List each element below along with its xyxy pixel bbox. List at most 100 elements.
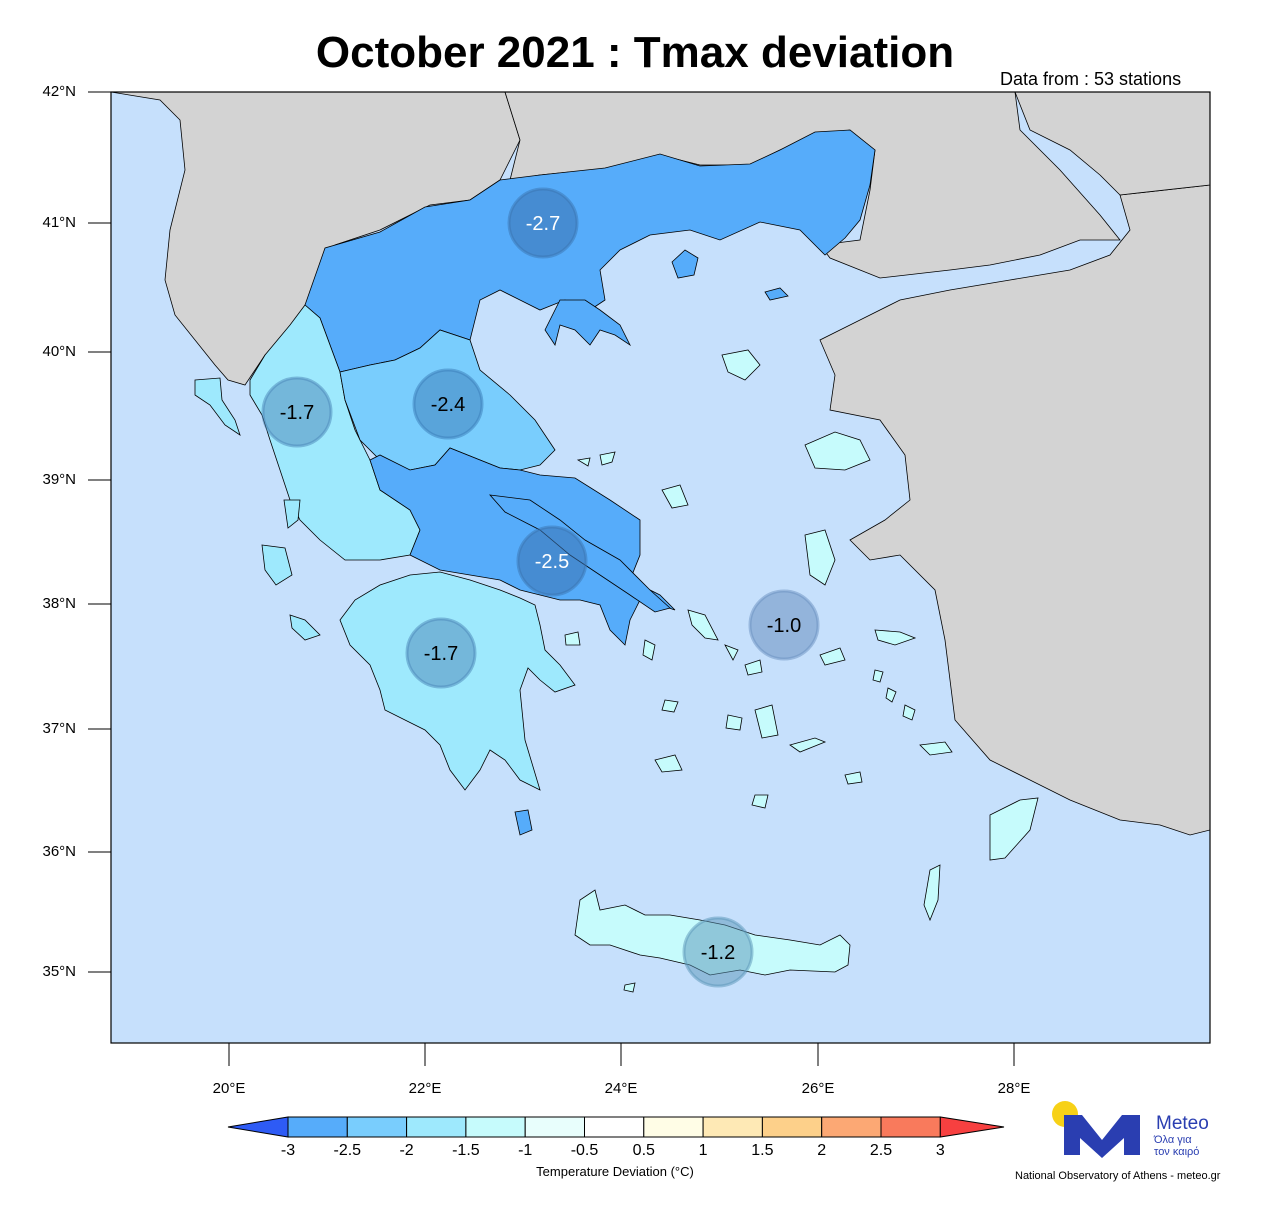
island-andros	[687, 609, 719, 641]
badge-central-greece: -2.5	[516, 525, 588, 597]
colorbar-tick-label: -2.5	[333, 1142, 362, 1159]
island-milos	[654, 754, 683, 773]
colorbar-tick-label: -1	[518, 1142, 533, 1159]
island-gavdos	[623, 982, 636, 993]
lon-label: 22°E	[408, 1080, 442, 1097]
colorbar-tick-label: -0.5	[570, 1142, 599, 1159]
colorbar-tick-label: -3	[280, 1142, 296, 1159]
island-paros	[725, 714, 743, 731]
island-skiathos	[576, 457, 591, 467]
lon-ticks	[228, 1043, 1015, 1066]
colorbar-segment	[880, 1116, 941, 1138]
credit-text: National Observatory of Athens - meteo.g…	[1015, 1170, 1221, 1182]
island-lesvos	[804, 431, 871, 471]
colorbar-segment	[465, 1116, 526, 1138]
neighbour-land-turkey	[819, 184, 1211, 836]
colorbar-title: Temperature Deviation (°C)	[536, 1164, 694, 1179]
island-kefalonia	[261, 544, 293, 586]
lon-label: 26°E	[801, 1080, 835, 1097]
island-lefkada	[283, 499, 301, 529]
colorbar-segment	[406, 1116, 467, 1138]
colorbar-segment	[702, 1116, 763, 1138]
island-skyros	[661, 484, 689, 509]
island-mykonos	[744, 659, 763, 676]
badge-peloponnese: -1.7	[405, 617, 477, 689]
lon-label: 24°E	[604, 1080, 638, 1097]
island-tinos	[724, 644, 739, 661]
lat-label: 42°N	[42, 83, 76, 100]
lat-label: 39°N	[42, 471, 76, 488]
island-serifos	[661, 699, 679, 713]
aegean-islands	[564, 349, 1039, 922]
colorbar-tick-label: -1.5	[452, 1142, 480, 1159]
island-amorgos	[789, 737, 827, 753]
region-epirus-west	[249, 304, 421, 561]
island-kea	[642, 639, 656, 661]
logo-name: Meteo	[1156, 1113, 1209, 1134]
colorbar-segment	[346, 1116, 408, 1138]
island-samos	[874, 629, 917, 646]
badge-thessaly: -2.4	[412, 368, 484, 440]
badge-value: -2.4	[431, 394, 465, 416]
island-astypalaia	[844, 771, 863, 785]
island-corfu	[194, 377, 241, 436]
badge-value: -2.7	[526, 213, 560, 235]
lat-label: 41°N	[42, 214, 76, 231]
colorbar-segment	[287, 1116, 348, 1138]
island-kythira	[514, 809, 533, 836]
lat-label: 36°N	[42, 843, 76, 860]
colorbar-tick-label: 2	[817, 1142, 827, 1159]
colorbar-segment	[821, 1116, 882, 1138]
island-aegina	[564, 631, 581, 646]
lat-ticks	[88, 91, 111, 973]
logo-tagline-line1: Όλα για	[1154, 1134, 1192, 1146]
island-kalymnos	[902, 704, 916, 721]
badge-macedonia: -2.7	[507, 187, 579, 259]
region-badges: -2.7 -1.7 -2.4 -2.5 -1.7 -1.0 -1.2	[261, 187, 820, 988]
lon-label: 20°E	[212, 1080, 246, 1097]
island-thasos	[671, 249, 699, 279]
island-naxos	[754, 704, 779, 739]
colorbar	[227, 1116, 1005, 1138]
badge-aegean: -1.0	[748, 589, 820, 661]
logo-tagline-line2: τον καιρό	[1154, 1146, 1200, 1158]
lat-label: 40°N	[42, 343, 76, 360]
map-title: October 2021 : Tmax deviation	[315, 28, 955, 77]
lat-label: 38°N	[42, 595, 76, 612]
colorbar-segment	[643, 1116, 704, 1138]
badge-value: -1.2	[701, 942, 735, 964]
colorbar-min-arrow	[227, 1116, 289, 1138]
island-ikaria	[819, 647, 846, 666]
badge-epirus: -1.7	[261, 376, 333, 448]
island-leros	[885, 687, 897, 703]
map-frame	[110, 91, 1211, 1044]
colorbar-max-arrow	[939, 1116, 1005, 1138]
station-count: Data from : 53 stations	[1000, 69, 1182, 89]
island-skopelos	[599, 451, 616, 466]
colorbar-tick-label: 3	[935, 1142, 945, 1159]
island-patmos	[872, 669, 884, 683]
colorbar-tick-label: 1	[698, 1142, 708, 1159]
colorbar-segment	[524, 1116, 586, 1138]
colorbar-tick-label: 0.5	[632, 1142, 655, 1159]
island-karpathos	[923, 864, 941, 922]
badge-value: -2.5	[535, 551, 569, 573]
colorbar-tick-label: -2	[399, 1142, 414, 1159]
island-kos	[919, 741, 953, 756]
colorbar-segment	[761, 1116, 823, 1138]
badge-value: -1.0	[767, 615, 801, 637]
colorbar-segment	[584, 1116, 645, 1138]
colorbar-tick-label: 2.5	[869, 1142, 893, 1159]
lon-label: 28°E	[997, 1080, 1031, 1097]
island-chios	[804, 529, 836, 586]
badge-value: -1.7	[424, 643, 458, 665]
colorbar-tick-label: 1.5	[751, 1142, 774, 1159]
region-chalkidiki	[544, 299, 632, 347]
island-samothrace	[764, 287, 789, 301]
logo-tagline: Όλα για τον καιρό	[1154, 1134, 1214, 1158]
island-santorini	[751, 794, 769, 809]
lat-label: 37°N	[42, 720, 76, 737]
badge-crete: -1.2	[682, 916, 754, 988]
island-rhodes	[989, 797, 1039, 861]
